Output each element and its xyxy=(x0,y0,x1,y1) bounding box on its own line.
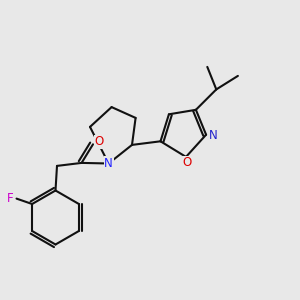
Text: N: N xyxy=(209,129,218,142)
Text: O: O xyxy=(182,156,191,170)
Text: F: F xyxy=(7,192,14,205)
Text: N: N xyxy=(104,157,113,170)
Text: O: O xyxy=(94,135,103,148)
